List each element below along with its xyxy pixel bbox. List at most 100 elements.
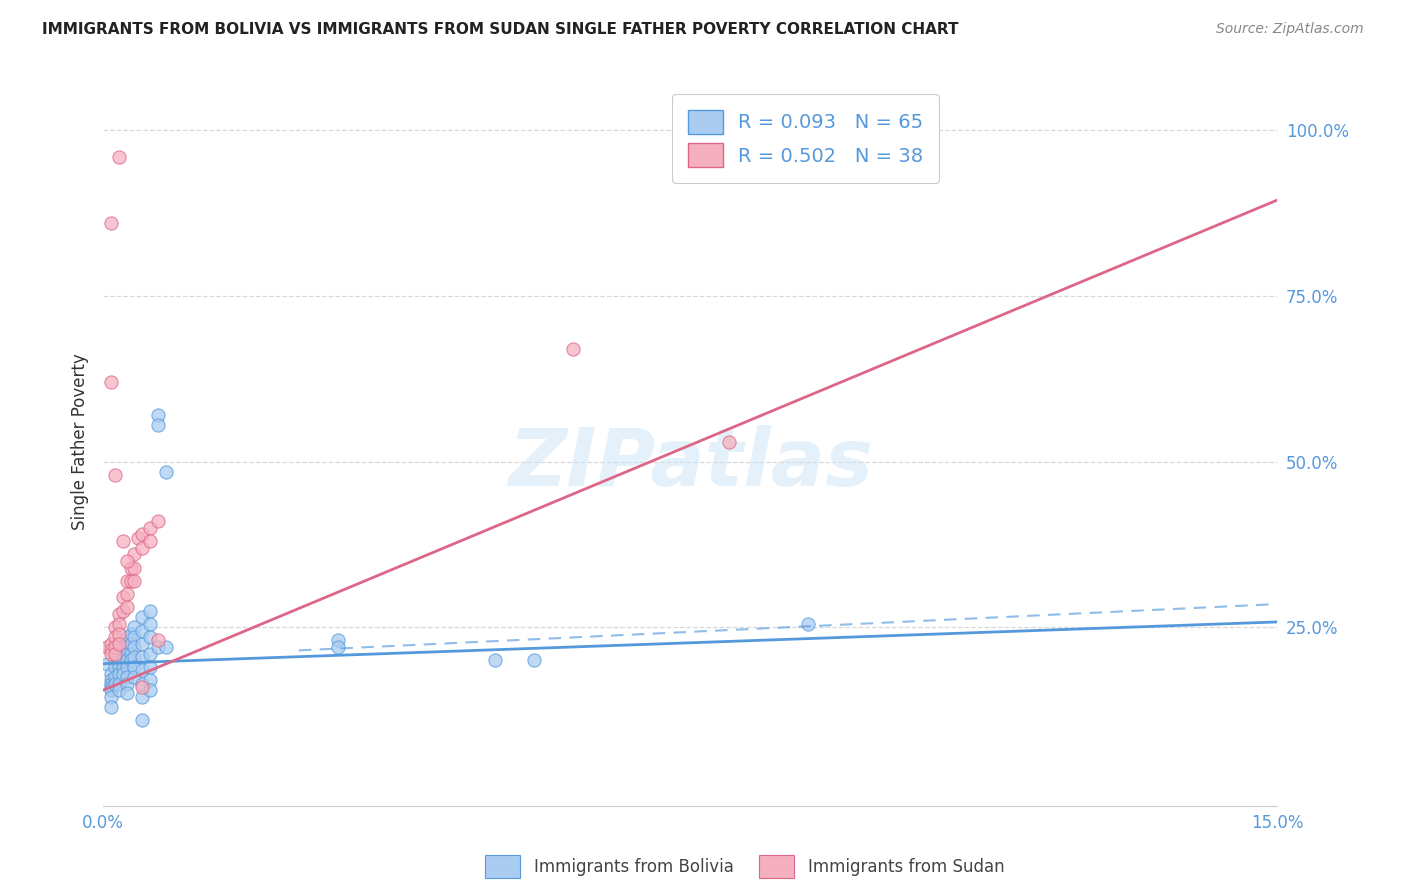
Point bbox=[104, 676, 127, 690]
Point bbox=[100, 643, 122, 657]
Point bbox=[131, 690, 153, 704]
Point bbox=[111, 666, 134, 681]
Point bbox=[115, 587, 138, 601]
Point bbox=[124, 640, 146, 654]
Point bbox=[561, 342, 583, 356]
Point bbox=[326, 633, 349, 648]
Point bbox=[104, 640, 127, 654]
Point bbox=[104, 660, 127, 674]
Point bbox=[100, 637, 122, 651]
Point bbox=[111, 653, 134, 667]
Point bbox=[139, 683, 162, 698]
Point bbox=[107, 660, 129, 674]
Point bbox=[124, 560, 146, 574]
Point bbox=[124, 630, 146, 644]
Point bbox=[124, 670, 146, 684]
Point bbox=[104, 647, 127, 661]
Point bbox=[124, 547, 146, 561]
Point bbox=[100, 673, 122, 688]
Point bbox=[115, 676, 138, 690]
Y-axis label: Single Father Poverty: Single Father Poverty bbox=[72, 353, 89, 530]
Text: Source: ZipAtlas.com: Source: ZipAtlas.com bbox=[1216, 22, 1364, 37]
Point bbox=[104, 670, 127, 684]
Point bbox=[124, 574, 146, 588]
Point bbox=[107, 616, 129, 631]
Point bbox=[111, 534, 134, 549]
Point bbox=[139, 604, 162, 618]
Point bbox=[484, 653, 506, 667]
Point bbox=[111, 604, 134, 618]
Point bbox=[120, 653, 142, 667]
Point bbox=[115, 640, 138, 654]
Point bbox=[131, 676, 153, 690]
Point bbox=[131, 637, 153, 651]
Point bbox=[96, 640, 118, 654]
Point bbox=[139, 521, 162, 535]
Point bbox=[718, 434, 741, 449]
Point bbox=[115, 653, 138, 667]
Point bbox=[107, 150, 129, 164]
Point bbox=[146, 633, 169, 648]
Point bbox=[111, 591, 134, 605]
Point bbox=[139, 630, 162, 644]
Point bbox=[100, 699, 122, 714]
Point bbox=[120, 574, 142, 588]
Point bbox=[146, 409, 169, 423]
Point bbox=[100, 683, 122, 698]
Point bbox=[139, 660, 162, 674]
Point bbox=[139, 647, 162, 661]
Point bbox=[124, 660, 146, 674]
Text: ZIPatlas: ZIPatlas bbox=[508, 425, 873, 502]
Point bbox=[115, 554, 138, 568]
Point bbox=[120, 560, 142, 574]
Point bbox=[131, 663, 153, 677]
Point bbox=[115, 600, 138, 615]
Point bbox=[111, 640, 134, 654]
Point bbox=[131, 713, 153, 727]
Text: Immigrants from Sudan: Immigrants from Sudan bbox=[808, 858, 1005, 876]
Point bbox=[139, 534, 162, 549]
Point bbox=[115, 660, 138, 674]
Point bbox=[131, 541, 153, 555]
Point bbox=[115, 630, 138, 644]
Text: Immigrants from Bolivia: Immigrants from Bolivia bbox=[534, 858, 734, 876]
Point bbox=[115, 647, 138, 661]
Point bbox=[107, 627, 129, 641]
Point bbox=[107, 637, 129, 651]
Point bbox=[139, 673, 162, 688]
Text: IMMIGRANTS FROM BOLIVIA VS IMMIGRANTS FROM SUDAN SINGLE FATHER POVERTY CORRELATI: IMMIGRANTS FROM BOLIVIA VS IMMIGRANTS FR… bbox=[42, 22, 959, 37]
Point bbox=[120, 627, 142, 641]
Point bbox=[131, 624, 153, 638]
Point bbox=[107, 643, 129, 657]
Point bbox=[100, 680, 122, 694]
Point bbox=[139, 616, 162, 631]
Point bbox=[131, 650, 153, 665]
Point bbox=[100, 375, 122, 389]
Point bbox=[100, 216, 122, 230]
Point bbox=[146, 640, 169, 654]
Point bbox=[107, 666, 129, 681]
Point bbox=[124, 620, 146, 634]
Point bbox=[104, 467, 127, 482]
Point bbox=[107, 676, 129, 690]
Point bbox=[100, 690, 122, 704]
Point bbox=[107, 653, 129, 667]
Point bbox=[131, 680, 153, 694]
Point bbox=[111, 660, 134, 674]
Point bbox=[100, 647, 122, 661]
Point bbox=[155, 640, 177, 654]
Point bbox=[523, 653, 546, 667]
Point bbox=[127, 531, 149, 545]
Point bbox=[107, 607, 129, 621]
Point bbox=[107, 683, 129, 698]
Point bbox=[796, 616, 818, 631]
Point bbox=[146, 418, 169, 433]
Point bbox=[146, 514, 169, 528]
Point bbox=[124, 650, 146, 665]
Point bbox=[115, 686, 138, 700]
Point bbox=[155, 465, 177, 479]
Point bbox=[115, 574, 138, 588]
Point bbox=[115, 670, 138, 684]
Point bbox=[120, 647, 142, 661]
Point bbox=[100, 666, 122, 681]
